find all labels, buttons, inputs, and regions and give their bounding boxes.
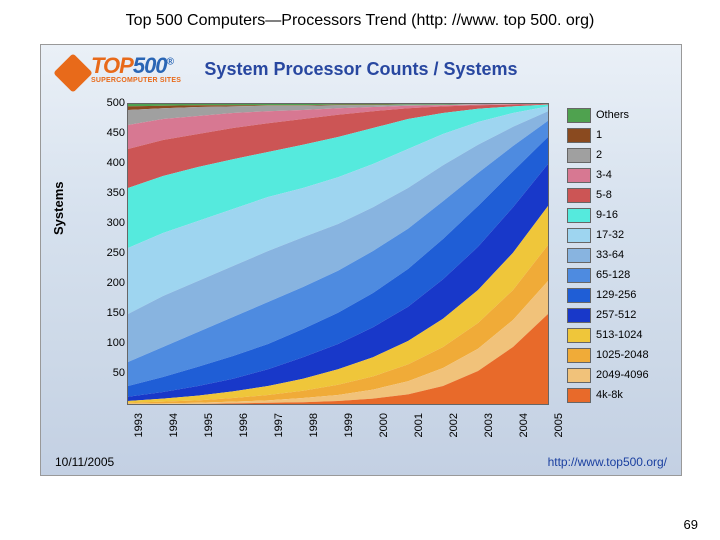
y-tick-label: 50 [91,367,125,379]
legend-swatch [567,188,591,203]
x-tick-label: 2003 [483,413,495,453]
legend-swatch [567,308,591,323]
x-tick-label: 2005 [553,413,565,453]
x-tick-label: 1998 [308,413,320,453]
legend-label: 513-1024 [596,329,643,341]
slide-number: 69 [684,517,698,532]
legend-item: 17-32 [567,225,671,245]
chart-frame: TOP500® SUPERCOMPUTER SITES System Proce… [40,44,682,476]
legend-swatch [567,248,591,263]
legend-label: 4k-8k [596,389,623,401]
y-tick-label: 200 [91,277,125,289]
legend-swatch [567,368,591,383]
legend-label: 33-64 [596,249,624,261]
chart-plot-area [127,103,549,405]
legend-swatch [567,388,591,403]
legend-swatch [567,208,591,223]
legend-swatch [567,328,591,343]
legend-item: 5-8 [567,185,671,205]
x-tick-label: 1999 [343,413,355,453]
legend-label: 2049-4096 [596,369,649,381]
x-tick-label: 1994 [168,413,180,453]
legend-label: Others [596,109,629,121]
y-tick-label: 150 [91,307,125,319]
legend-item: 33-64 [567,245,671,265]
legend-label: 9-16 [596,209,618,221]
legend-item: 3-4 [567,165,671,185]
y-tick-label: 350 [91,187,125,199]
chart-footer-url: http://www.top500.org/ [548,455,667,469]
legend-swatch [567,228,591,243]
x-tick-label: 2000 [378,413,390,453]
legend-label: 2 [596,149,602,161]
x-tick-label: 2004 [518,413,530,453]
chart-footer-date: 10/11/2005 [55,455,114,469]
legend-label: 17-32 [596,229,624,241]
y-tick-label: 450 [91,127,125,139]
legend-label: 1025-2048 [596,349,649,361]
y-tick-label: 400 [91,157,125,169]
legend-item: 2 [567,145,671,165]
legend-item: 2049-4096 [567,365,671,385]
legend-label: 3-4 [596,169,612,181]
legend-swatch [567,288,591,303]
legend-item: 257-512 [567,305,671,325]
x-tick-label: 2002 [448,413,460,453]
legend: Others 1 2 3-4 5-8 9-16 17-32 33-64 65-128 129-25… [567,105,671,405]
x-tick-label: 2001 [413,413,425,453]
legend-swatch [567,268,591,283]
legend-swatch [567,148,591,163]
y-tick-label: 300 [91,217,125,229]
y-axis-label: Systems [51,182,66,235]
x-tick-label: 1996 [238,413,250,453]
y-tick-label: 250 [91,247,125,259]
chart-title: System Processor Counts / Systems [41,59,681,80]
legend-item: 513-1024 [567,325,671,345]
legend-item: 65-128 [567,265,671,285]
x-tick-label: 1993 [133,413,145,453]
y-axis-ticks: 50100150200250300350400450500 [91,103,125,403]
x-tick-label: 1995 [203,413,215,453]
slide: Top 500 Computers—Processors Trend (http… [0,0,720,540]
legend-label: 1 [596,129,602,141]
legend-label: 257-512 [596,309,636,321]
x-axis-ticks: 1993 1994 1995 1996 1997 1998 1999 2000 2001 2002… [127,407,547,457]
legend-swatch [567,108,591,123]
y-tick-label: 500 [91,97,125,109]
legend-item: 129-256 [567,285,671,305]
legend-item: 4k-8k [567,385,671,405]
legend-swatch [567,128,591,143]
y-tick-label: 100 [91,337,125,349]
legend-label: 5-8 [596,189,612,201]
stacked-area-svg [128,104,548,404]
legend-swatch [567,348,591,363]
legend-item: 9-16 [567,205,671,225]
legend-item: 1 [567,125,671,145]
legend-item: Others [567,105,671,125]
legend-swatch [567,168,591,183]
legend-label: 65-128 [596,269,630,281]
page-title: Top 500 Computers—Processors Trend (http… [0,12,720,30]
legend-label: 129-256 [596,289,636,301]
x-tick-label: 1997 [273,413,285,453]
legend-item: 1025-2048 [567,345,671,365]
